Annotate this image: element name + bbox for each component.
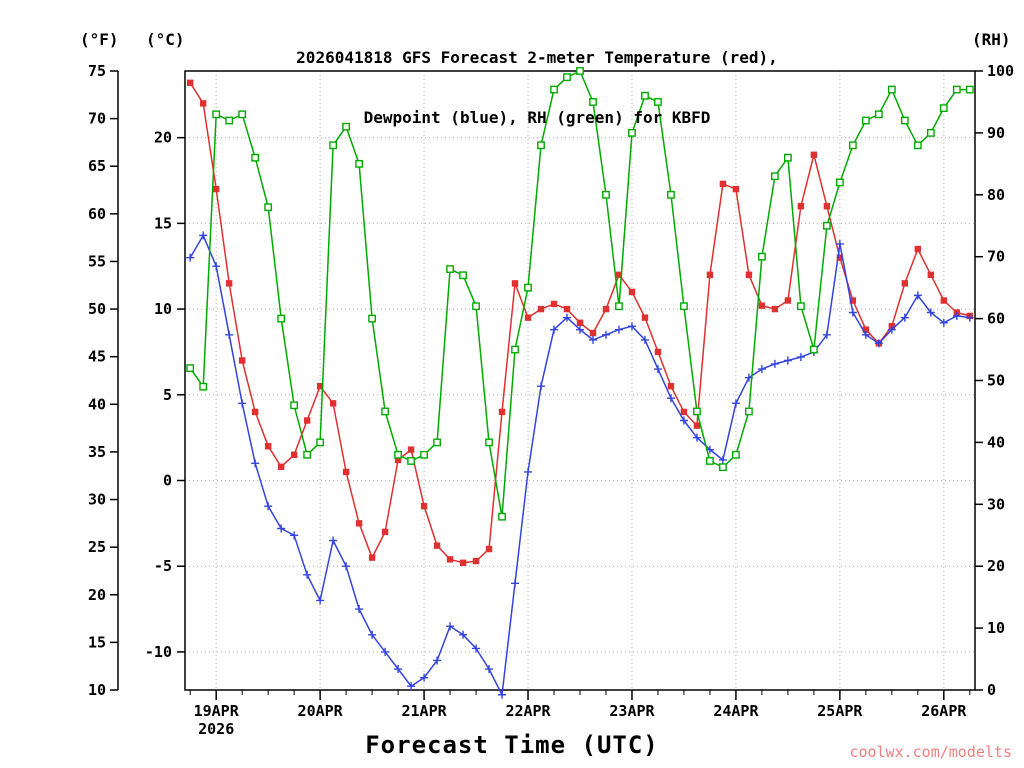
- celsius-tick-label: 0: [163, 471, 172, 489]
- rh-tick-label: 70: [987, 248, 1005, 266]
- chart-title-line1: 2026041818 GFS Forecast 2-meter Temperat…: [296, 48, 778, 67]
- fahrenheit-axis-unit-label: (°F): [80, 30, 119, 49]
- date-tick-label: 21APR: [402, 702, 448, 720]
- rh-tick-label: 60: [987, 310, 1005, 328]
- celsius-tick-label: -5: [154, 557, 172, 575]
- fahrenheit-tick-label: 65: [88, 157, 106, 175]
- rh-axis-unit-label: (RH): [972, 30, 1011, 49]
- rh-tick-label: 20: [987, 557, 1005, 575]
- fahrenheit-tick-label: 75: [88, 62, 106, 80]
- fahrenheit-tick-label: 15: [88, 633, 106, 651]
- fahrenheit-tick-label: 10: [88, 681, 106, 699]
- rh-tick-label: 80: [987, 186, 1005, 204]
- celsius-tick-label: 10: [154, 300, 172, 318]
- rh-tick-label: 30: [987, 495, 1005, 513]
- date-tick-label: 19APR: [194, 702, 240, 720]
- rh-tick-label: 40: [987, 433, 1005, 451]
- rh-tick-label: 0: [987, 681, 996, 699]
- series-rh: [186, 67, 974, 521]
- rh-tick-label: 100: [987, 62, 1014, 80]
- fahrenheit-axis: 75 70 65 60 55 50 45 40 35 30 25 20 15 10: [88, 62, 119, 699]
- time-axis: 19APR 20APR 21APR 22APR 23APR 24APR 25APR 26APR…: [189, 690, 971, 738]
- celsius-tick-label: 15: [154, 214, 172, 232]
- date-tick-label: 20APR: [298, 702, 344, 720]
- fahrenheit-tick-label: 30: [88, 491, 106, 509]
- celsius-tick-label: -10: [145, 643, 172, 661]
- date-tick-label: 22APR: [505, 702, 551, 720]
- fahrenheit-tick-label: 70: [88, 110, 106, 128]
- date-tick-label: 25APR: [817, 702, 863, 720]
- celsius-axis-unit-label: (°C): [146, 30, 185, 49]
- chart-title-line2: Dewpoint (blue), RH (green) for KBFD: [363, 108, 711, 127]
- fahrenheit-tick-label: 60: [88, 205, 106, 223]
- x-axis-title: Forecast Time (UTC): [365, 731, 659, 759]
- chart-title: 2026041818 GFS Forecast 2-meter Temperat…: [60, 8, 1014, 168]
- fahrenheit-tick-label: 45: [88, 348, 106, 366]
- celsius-tick-label: 20: [154, 129, 172, 147]
- series-dewpoint: [186, 231, 974, 699]
- fahrenheit-tick-label: 40: [88, 395, 106, 413]
- year-label: 2026: [198, 720, 234, 738]
- fahrenheit-tick-label: 50: [88, 300, 106, 318]
- date-tick-label: 24APR: [713, 702, 759, 720]
- rh-tick-label: 50: [987, 372, 1005, 390]
- fahrenheit-tick-label: 55: [88, 252, 106, 270]
- celsius-tick-label: 5: [163, 386, 172, 404]
- watermark-link[interactable]: coolwx.com/modelts: [849, 743, 1012, 761]
- rh-tick-label: 10: [987, 619, 1005, 637]
- rh-tick-label: 90: [987, 124, 1005, 142]
- fahrenheit-tick-label: 25: [88, 538, 106, 556]
- date-tick-label: 26APR: [921, 702, 967, 720]
- date-tick-label: 23APR: [609, 702, 655, 720]
- celsius-axis: 20 15 10 5 0 -5 -10: [145, 129, 185, 661]
- fahrenheit-tick-label: 20: [88, 586, 106, 604]
- fahrenheit-tick-label: 35: [88, 443, 106, 461]
